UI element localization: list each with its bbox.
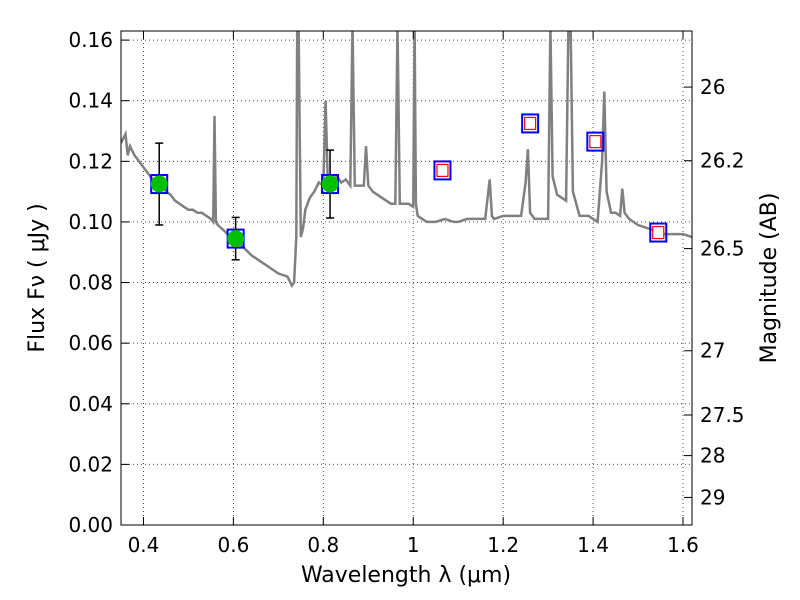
y-tick-label: 0.00: [68, 513, 113, 537]
y2-tick-label: 27.5: [700, 403, 745, 427]
predicted-point: [436, 163, 449, 178]
model-photometry-box: [521, 113, 540, 134]
x-tick-label: 0.6: [217, 533, 249, 557]
observed-point: [227, 230, 245, 248]
model-photometry-box: [586, 131, 605, 152]
y-tick-label: 0.02: [68, 452, 113, 476]
x-tick-label: 0.4: [128, 533, 160, 557]
y2-tick-label: 28: [700, 444, 725, 468]
x-axis-label: Wavelength λ (μm): [301, 563, 511, 588]
y2-axis-label: Magnitude (AB): [757, 193, 782, 364]
x-tick-label: 1.4: [577, 533, 609, 557]
y-tick-label: 0.04: [68, 392, 113, 416]
y-axis-label: Flux Fν ( μJy ): [25, 203, 50, 352]
y2-tick-label: 29: [700, 485, 725, 509]
y2-tick-label: 27: [700, 339, 725, 363]
grid: [121, 31, 692, 525]
y-tick-label: 0.08: [68, 271, 113, 295]
model-photometry-box: [649, 222, 668, 243]
model-photometry-box: [433, 160, 452, 181]
axis-ticks: 0.4 0.6 0.8 1 1.2 1.4 1.6 0.00 0.02 0.04 0.06 0.08 0…: [68, 28, 744, 557]
x-tick-label: 0.8: [307, 533, 339, 557]
y-tick-label: 0.14: [68, 89, 113, 113]
x-tick-label: 1.2: [487, 533, 519, 557]
y2-tick-label: 26.5: [700, 237, 745, 261]
predicted-point: [524, 116, 537, 131]
y2-tick-label: 26.2: [700, 149, 745, 173]
plot-frame: [120, 30, 693, 526]
observed-point: [150, 175, 168, 193]
model-spectrum-line: [121, 31, 692, 289]
y-tick-label: 0.16: [68, 28, 113, 52]
observed-point: [321, 175, 339, 193]
x-tick-label: 1: [407, 533, 420, 557]
predicted-point: [589, 135, 602, 149]
predicted-point: [652, 225, 665, 240]
y-tick-label: 0.10: [68, 210, 113, 234]
y-tick-label: 0.12: [68, 149, 113, 173]
y2-tick-label: 26: [700, 75, 725, 99]
plot-area: [121, 31, 692, 289]
x-tick-label: 1.6: [667, 533, 699, 557]
data-points: [150, 113, 668, 249]
y-tick-label: 0.06: [68, 331, 113, 355]
